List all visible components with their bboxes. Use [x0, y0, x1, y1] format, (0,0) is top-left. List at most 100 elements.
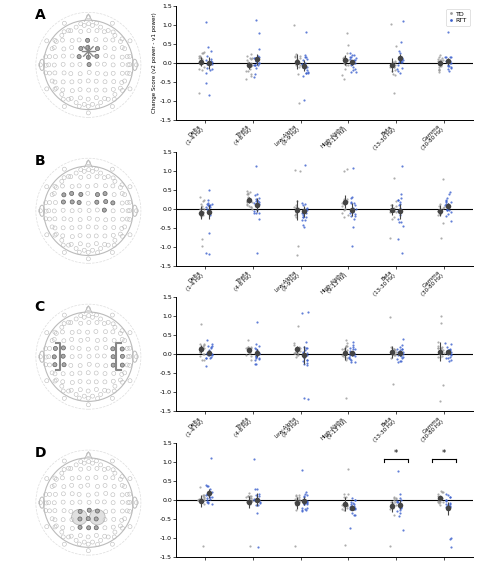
- Point: [303, 66, 311, 75]
- Point: [447, 349, 455, 358]
- Point: [295, 98, 302, 107]
- Point: [396, 209, 404, 218]
- Point: [247, 356, 255, 365]
- Point: [444, 209, 452, 218]
- Point: [342, 336, 349, 345]
- Circle shape: [103, 191, 107, 195]
- Point: [397, 502, 405, 511]
- Point: [293, 351, 301, 360]
- Point: [202, 248, 210, 257]
- Point: [243, 55, 251, 64]
- Point: [248, 495, 256, 504]
- Point: [255, 354, 263, 363]
- Point: [390, 89, 398, 98]
- Point: [196, 347, 204, 356]
- Point: [396, 57, 403, 66]
- Point: [398, 340, 406, 349]
- Point: [394, 497, 402, 506]
- Point: [435, 52, 443, 61]
- Point: [442, 503, 450, 512]
- Point: [292, 491, 300, 500]
- Point: [338, 208, 346, 217]
- Point: [389, 348, 397, 357]
- Circle shape: [78, 525, 82, 529]
- Point: [436, 497, 444, 506]
- Point: [391, 57, 398, 66]
- Point: [195, 65, 203, 74]
- Point: [256, 499, 264, 508]
- Point: [248, 50, 255, 59]
- Point: [291, 495, 299, 504]
- Point: [196, 345, 204, 354]
- Point: [203, 59, 211, 68]
- Point: [243, 200, 251, 209]
- Point: [394, 66, 402, 75]
- Point: [199, 542, 207, 551]
- Point: [444, 28, 451, 37]
- Point: [198, 54, 205, 63]
- Circle shape: [102, 208, 107, 212]
- Point: [343, 500, 351, 509]
- Point: [446, 345, 454, 354]
- Point: [443, 57, 450, 66]
- Point: [247, 491, 254, 501]
- Point: [247, 70, 254, 79]
- Point: [208, 200, 216, 209]
- Point: [205, 249, 213, 258]
- Point: [302, 209, 310, 218]
- Point: [255, 350, 263, 359]
- Point: [351, 358, 359, 367]
- Point: [434, 206, 442, 215]
- Point: [394, 354, 401, 363]
- Point: [398, 54, 406, 63]
- Point: [292, 498, 300, 507]
- Point: [254, 542, 262, 551]
- Point: [200, 490, 207, 499]
- Point: [206, 203, 214, 212]
- Point: [392, 197, 399, 206]
- Point: [443, 194, 450, 203]
- Point: [301, 200, 309, 209]
- Point: [396, 211, 404, 220]
- Point: [346, 209, 353, 218]
- Point: [398, 345, 406, 354]
- Point: [340, 195, 348, 204]
- Point: [396, 207, 404, 216]
- Point: [346, 55, 354, 64]
- Point: [300, 499, 307, 508]
- Point: [202, 55, 210, 64]
- Point: [390, 62, 397, 71]
- Point: [351, 65, 359, 74]
- Point: [242, 343, 250, 352]
- Point: [295, 492, 303, 501]
- Point: [438, 494, 445, 503]
- Point: [206, 211, 214, 220]
- Point: [204, 229, 212, 238]
- Point: [196, 59, 204, 68]
- Point: [244, 344, 252, 353]
- Point: [392, 42, 400, 51]
- Point: [246, 493, 253, 502]
- Point: [207, 349, 215, 358]
- Circle shape: [104, 200, 108, 204]
- Point: [434, 344, 442, 353]
- Point: [300, 95, 308, 104]
- Point: [434, 57, 442, 66]
- Point: [447, 53, 455, 62]
- Point: [252, 360, 260, 369]
- Point: [439, 219, 446, 228]
- Point: [446, 59, 454, 68]
- Point: [343, 28, 351, 37]
- Point: [397, 190, 405, 199]
- Point: [199, 490, 206, 499]
- Point: [247, 65, 254, 74]
- Point: [394, 466, 402, 475]
- Point: [343, 354, 350, 363]
- Point: [195, 494, 203, 503]
- Circle shape: [120, 354, 124, 358]
- Point: [395, 60, 402, 69]
- Point: [386, 504, 394, 513]
- Point: [303, 62, 311, 71]
- Point: [293, 494, 301, 503]
- Point: [198, 203, 206, 212]
